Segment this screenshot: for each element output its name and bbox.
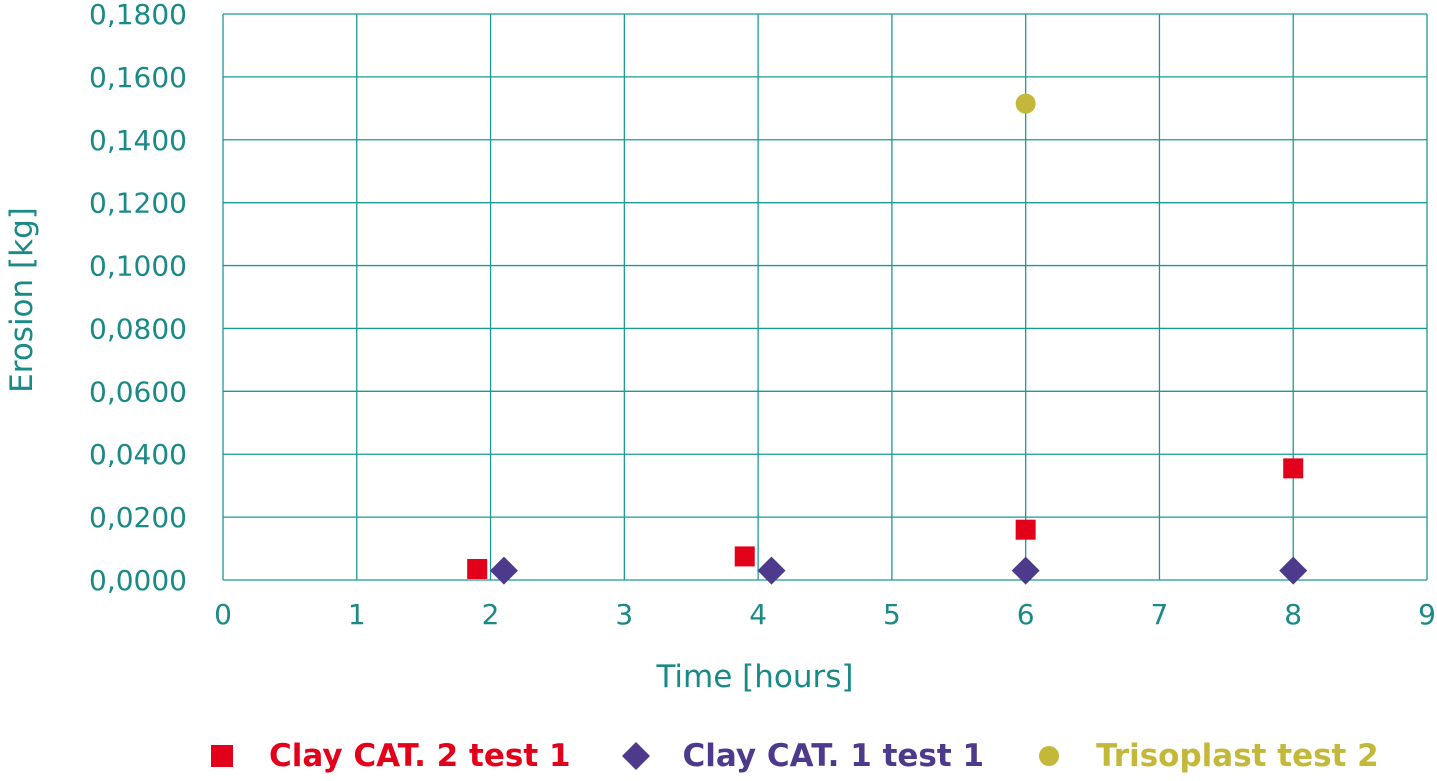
data-points xyxy=(467,93,1308,585)
y-tick-label: 0,1400 xyxy=(89,124,187,157)
y-tick-label: 0,0800 xyxy=(89,312,187,345)
x-tick-label: 2 xyxy=(482,598,500,631)
y-tick-label: 0,1600 xyxy=(89,61,187,94)
data-point-diamond xyxy=(757,556,786,585)
data-point-circle xyxy=(1015,93,1036,114)
y-tick-label: 0,0200 xyxy=(89,501,187,534)
diamond-marker-icon xyxy=(621,742,650,770)
y-tick-label: 0,1800 xyxy=(89,0,187,31)
legend: Clay CAT. 2 test 1 Clay CAT. 1 test 1 Tr… xyxy=(205,734,1379,778)
x-tick-label: 5 xyxy=(883,598,901,631)
legend-label: Clay CAT. 1 test 1 xyxy=(682,738,985,774)
x-tick-label: 1 xyxy=(348,598,366,631)
x-axis-title: Time [hours] xyxy=(655,659,853,695)
y-tick-label: 0,1200 xyxy=(89,187,187,220)
x-tick-label: 4 xyxy=(749,598,767,631)
x-tick-label: 9 xyxy=(1418,598,1436,631)
legend-label: Trisoplast test 2 xyxy=(1096,738,1379,774)
data-point-square xyxy=(734,546,755,567)
data-point-diamond xyxy=(1279,556,1308,585)
y-tick-label: 0,0000 xyxy=(89,564,187,597)
x-tick-label: 6 xyxy=(1017,598,1035,631)
legend-item-clay-cat-2: Clay CAT. 2 test 1 xyxy=(205,738,571,774)
legend-item-clay-cat-1: Clay CAT. 1 test 1 xyxy=(619,738,985,774)
data-point-square xyxy=(1015,519,1036,540)
x-tick-label: 3 xyxy=(615,598,633,631)
x-tick-labels: 0 1 2 3 4 5 6 7 8 9 xyxy=(214,598,1436,631)
grid-lines xyxy=(222,13,1428,581)
legend-item-trisoplast: Trisoplast test 2 xyxy=(1032,738,1379,774)
y-tick-labels: 0,0000 0,0200 0,0400 0,0600 0,0800 0,1000 0,12… xyxy=(89,0,187,597)
x-tick-label: 0 xyxy=(214,598,232,631)
data-point-square xyxy=(467,558,488,579)
chart: 0,0000 0,0200 0,0400 0,0600 0,0800 0,1000 0,12… xyxy=(4,0,1436,695)
circle-marker-icon xyxy=(1039,746,1060,766)
y-tick-label: 0,0600 xyxy=(89,375,187,408)
data-point-diamond xyxy=(1011,556,1040,585)
data-point-square xyxy=(1283,458,1304,479)
square-marker-icon xyxy=(211,745,233,767)
y-axis-title: Erosion [kg] xyxy=(4,207,40,393)
legend-label: Clay CAT. 2 test 1 xyxy=(269,738,571,774)
y-tick-label: 0,0400 xyxy=(89,438,187,471)
y-tick-label: 0,1000 xyxy=(89,250,187,283)
data-point-diamond xyxy=(489,556,518,585)
x-tick-label: 7 xyxy=(1151,598,1169,631)
x-tick-label: 8 xyxy=(1284,598,1302,631)
